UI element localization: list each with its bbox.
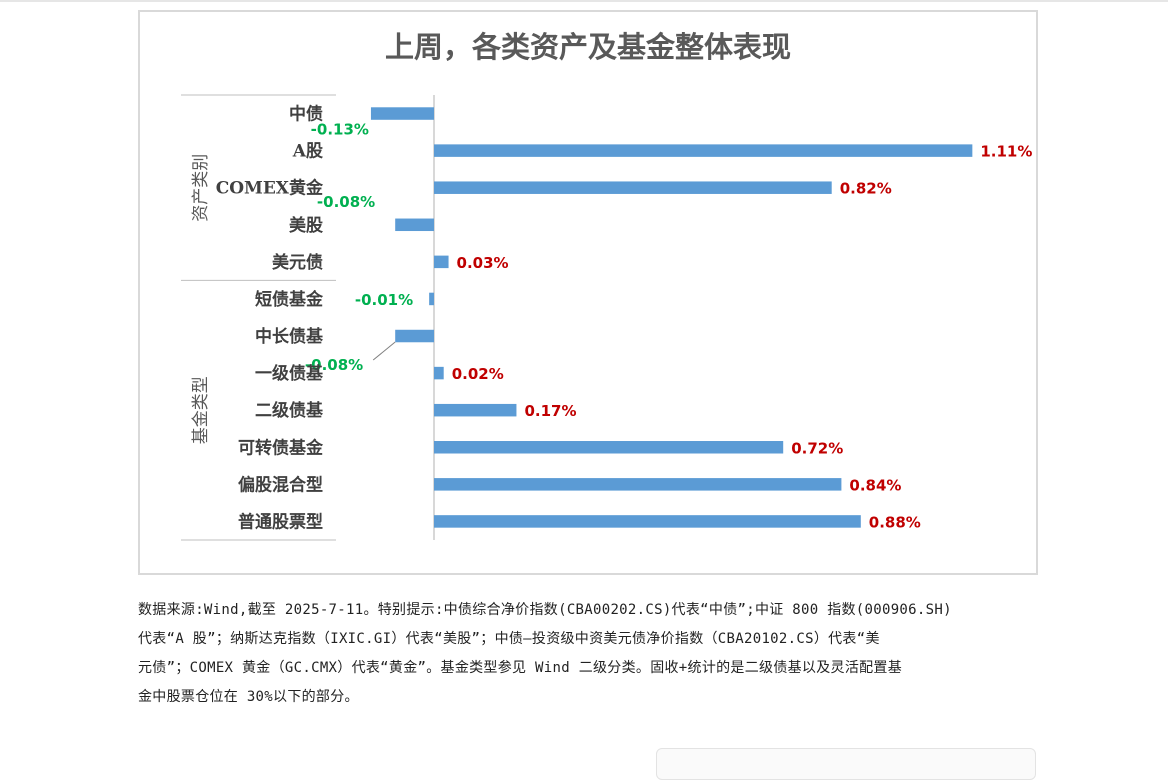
- data-label: 0.03%: [457, 254, 509, 272]
- category-label: 一级债基: [255, 363, 324, 384]
- top-rule: [0, 0, 1168, 2]
- category-label: 二级债基: [255, 400, 324, 421]
- footnote: 数据来源:Wind,截至 2025-7-11。特别提示:中债综合净价指数(CBA…: [138, 596, 1058, 712]
- bar: [434, 144, 973, 157]
- data-label: 0.02%: [452, 365, 504, 383]
- category-label: 美元债: [272, 252, 323, 273]
- bottom-toolbar-edge: [656, 748, 1036, 780]
- category-label: 可转债基金: [238, 437, 324, 458]
- bar: [434, 515, 861, 528]
- category-label: 普通股票型: [238, 511, 323, 532]
- footnote-line: 金中股票仓位在 30%以下的部分。: [138, 689, 359, 705]
- bar: [434, 181, 832, 194]
- bar: [434, 366, 444, 380]
- bar: [370, 107, 434, 120]
- data-label: -0.01%: [355, 291, 413, 309]
- data-label: 0.17%: [524, 402, 576, 420]
- footnote-line: 代表“A 股”；纳斯达克指数（IXIC.GI）代表“美股”；中债—投资级中资美元…: [138, 631, 880, 647]
- footnote-line: 数据来源:Wind,截至 2025-7-11。特别提示:中债综合净价指数(CBA…: [138, 602, 952, 618]
- data-label: 0.88%: [869, 513, 921, 531]
- category-label: 中债: [289, 104, 323, 125]
- data-label: 0.84%: [849, 476, 901, 494]
- data-label: -0.13%: [311, 121, 369, 139]
- category-label: COMEX黄金: [216, 178, 324, 199]
- chart-title: 上周，各类资产及基金整体表现: [384, 30, 791, 64]
- category-label: 美股: [289, 215, 323, 236]
- data-label: 0.82%: [840, 180, 892, 198]
- bar: [395, 329, 434, 343]
- category-label: 中长债基: [255, 326, 324, 347]
- category-label: A股: [292, 142, 323, 162]
- bar: [429, 292, 434, 306]
- data-label: -0.08%: [305, 356, 363, 374]
- label-leader-line: [372, 341, 396, 361]
- footnote-line: 元债”；COMEX 黄金（GC.CMX）代表“黄金”。基金类型参见 Wind 二…: [138, 660, 903, 676]
- category-label: 短债基金: [255, 289, 324, 310]
- bar: [434, 255, 449, 269]
- data-label: 1.11%: [980, 143, 1032, 161]
- bar: [434, 441, 784, 454]
- bar: [395, 218, 434, 232]
- bar: [434, 403, 517, 417]
- bar: [434, 478, 842, 491]
- data-label: 0.72%: [791, 439, 843, 457]
- category-label: 偏股混合型: [238, 474, 323, 495]
- data-label: -0.08%: [317, 193, 375, 211]
- group-label: 基金类型: [191, 376, 211, 444]
- group-label: 资产类别: [191, 154, 211, 222]
